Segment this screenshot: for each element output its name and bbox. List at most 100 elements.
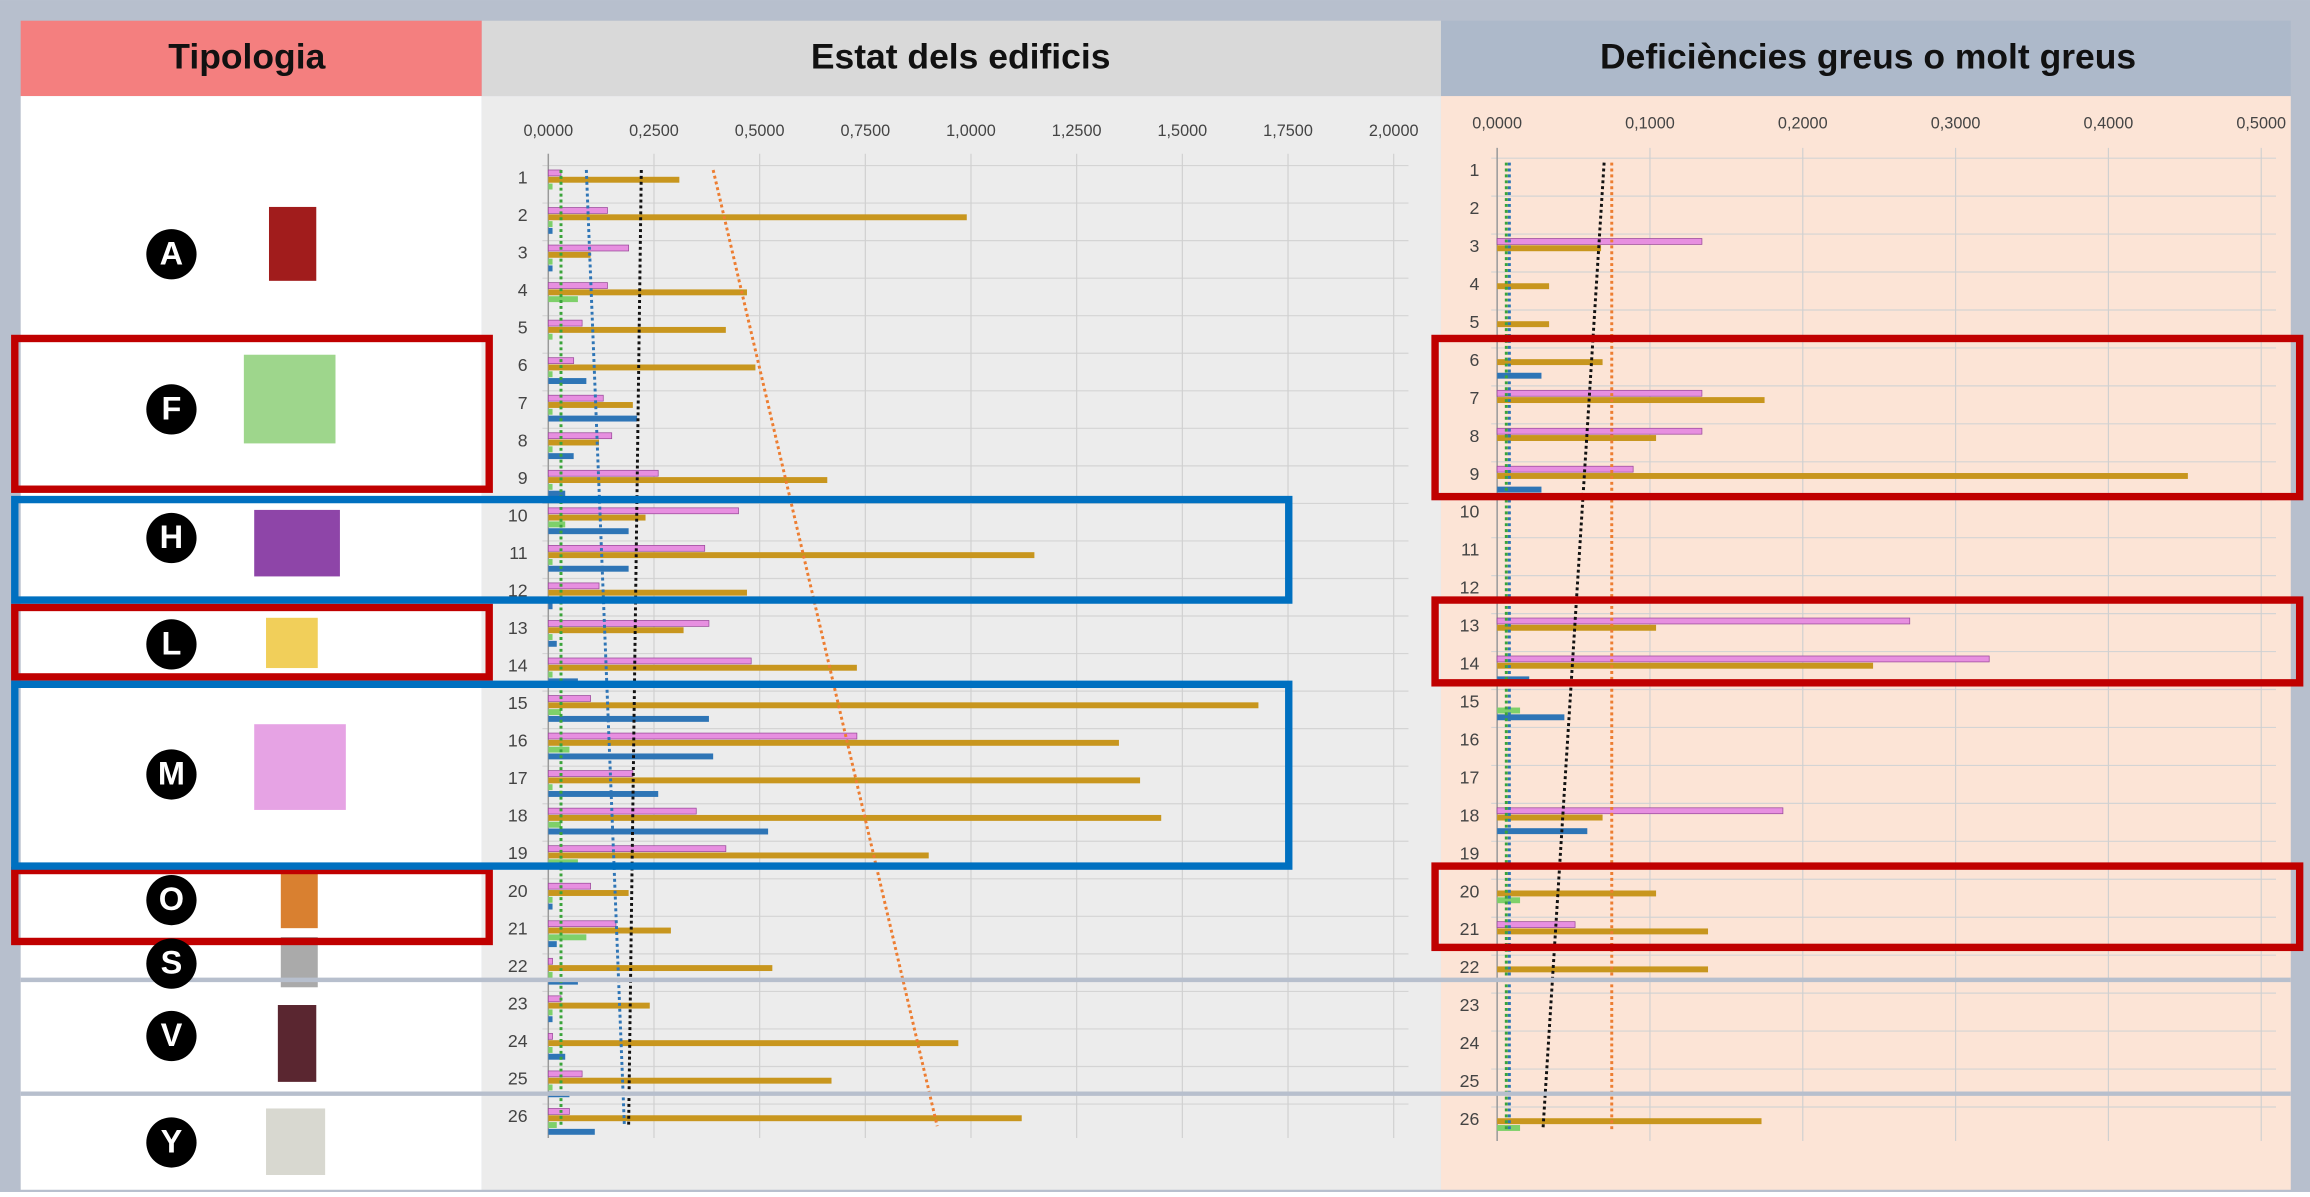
typology-header: Tipologia bbox=[168, 37, 325, 77]
bar bbox=[1496, 427, 1703, 435]
y-tick-label: 22 bbox=[1460, 957, 1480, 977]
bar bbox=[548, 183, 553, 190]
bar bbox=[1496, 921, 1576, 928]
bar bbox=[548, 603, 553, 610]
highlight bbox=[11, 866, 493, 946]
bar bbox=[1497, 397, 1765, 404]
y-tick-label: 23 bbox=[508, 993, 528, 1013]
bar bbox=[548, 828, 769, 835]
bar bbox=[1497, 890, 1657, 897]
y-tick-label: 13 bbox=[508, 618, 528, 638]
y-tick-label: 26 bbox=[1460, 1109, 1480, 1129]
bar bbox=[548, 971, 553, 978]
bar bbox=[548, 528, 629, 535]
typology-letter: H bbox=[160, 519, 183, 555]
bar bbox=[548, 1009, 553, 1016]
y-tick-label: 21 bbox=[508, 918, 528, 938]
typology-letter: A bbox=[160, 235, 183, 271]
bar bbox=[1496, 655, 1990, 663]
y-tick-label: 24 bbox=[1460, 1033, 1480, 1053]
bar bbox=[548, 265, 553, 272]
x-tick-label: 0,4000 bbox=[2084, 114, 2134, 132]
bar bbox=[548, 289, 747, 296]
highlight bbox=[1431, 334, 2304, 501]
y-tick-label: 4 bbox=[518, 280, 528, 300]
x-tick-label: 1,0000 bbox=[946, 122, 996, 140]
bar bbox=[548, 589, 747, 596]
y-tick-label: 19 bbox=[508, 843, 528, 863]
bar bbox=[547, 169, 562, 177]
bar bbox=[548, 927, 671, 934]
y-tick-label: 12 bbox=[508, 580, 528, 600]
bar bbox=[548, 439, 600, 446]
y-tick-label: 9 bbox=[1470, 464, 1480, 484]
x-tick-label: 1,2500 bbox=[1052, 122, 1102, 140]
chart-panel bbox=[481, 96, 1441, 1190]
bar bbox=[548, 890, 629, 896]
letter-badge bbox=[146, 874, 197, 926]
bar bbox=[548, 934, 587, 941]
bar bbox=[547, 1070, 583, 1078]
typology-letter: L bbox=[162, 625, 182, 661]
bar bbox=[548, 1002, 650, 1009]
x-tick-label: 0,3000 bbox=[1931, 114, 1981, 132]
bar bbox=[548, 514, 646, 521]
y-tick-label: 22 bbox=[508, 956, 528, 976]
y-tick-label: 17 bbox=[508, 768, 528, 788]
bar bbox=[547, 620, 710, 627]
building bbox=[254, 509, 340, 577]
bar bbox=[548, 791, 659, 797]
bar bbox=[548, 552, 1035, 559]
x-tick-label: 0,2000 bbox=[1778, 114, 1828, 132]
x-tick-label: 1,7500 bbox=[1263, 122, 1313, 140]
building bbox=[266, 1108, 326, 1175]
bar bbox=[1497, 321, 1550, 328]
bar bbox=[547, 282, 608, 289]
bar bbox=[1497, 245, 1602, 252]
y-tick-label: 12 bbox=[1460, 578, 1480, 598]
chart: 0,0000 0,2500 0,5000 0,7500 1,0000 1,2500 1,50… bbox=[508, 122, 1419, 1139]
y-tick-label: 1 bbox=[518, 168, 528, 188]
building bbox=[254, 724, 346, 810]
y-tick-label: 4 bbox=[1470, 274, 1480, 294]
bar bbox=[548, 814, 1162, 821]
bar bbox=[548, 1046, 553, 1053]
bar bbox=[548, 746, 570, 753]
bar bbox=[1497, 662, 1874, 669]
y-tick-label: 18 bbox=[1460, 805, 1480, 825]
y-tick-label: 2 bbox=[518, 205, 528, 225]
y-tick-label: 24 bbox=[508, 1031, 528, 1051]
bar bbox=[547, 695, 591, 702]
y-tick-label: 23 bbox=[1460, 995, 1480, 1015]
bar bbox=[548, 941, 557, 948]
y-tick-label: 3 bbox=[1470, 236, 1480, 256]
bar bbox=[1497, 928, 1709, 935]
bar bbox=[1496, 807, 1784, 815]
bar bbox=[548, 446, 553, 453]
y-tick-label: 1 bbox=[1470, 160, 1480, 180]
bar bbox=[548, 378, 587, 384]
bar bbox=[547, 807, 697, 815]
highlight bbox=[11, 680, 1293, 870]
bar bbox=[548, 634, 553, 640]
bar bbox=[548, 715, 709, 722]
bar bbox=[547, 1033, 553, 1040]
highlight bbox=[11, 603, 493, 681]
bar bbox=[548, 258, 553, 265]
bar bbox=[548, 221, 553, 228]
typology-letter: V bbox=[161, 1017, 183, 1053]
bar bbox=[1497, 814, 1603, 821]
letter-badge bbox=[146, 749, 197, 800]
bar bbox=[1497, 435, 1657, 441]
bar bbox=[548, 903, 553, 910]
x-tick-label: 0,5000 bbox=[735, 122, 785, 140]
x-tick-label: 0,5000 bbox=[2236, 114, 2286, 132]
y-tick-label: 5 bbox=[518, 318, 528, 338]
bar bbox=[548, 1053, 566, 1060]
chart: 0,0000 0,1000 0,2000 0,3000 0,4000 0,50001234… bbox=[1460, 114, 2286, 1141]
y-tick-label: 15 bbox=[508, 693, 528, 713]
bar bbox=[548, 671, 553, 678]
y-tick-label: 5 bbox=[1470, 312, 1480, 332]
bar bbox=[548, 627, 684, 634]
y-tick-label: 25 bbox=[1460, 1071, 1480, 1091]
